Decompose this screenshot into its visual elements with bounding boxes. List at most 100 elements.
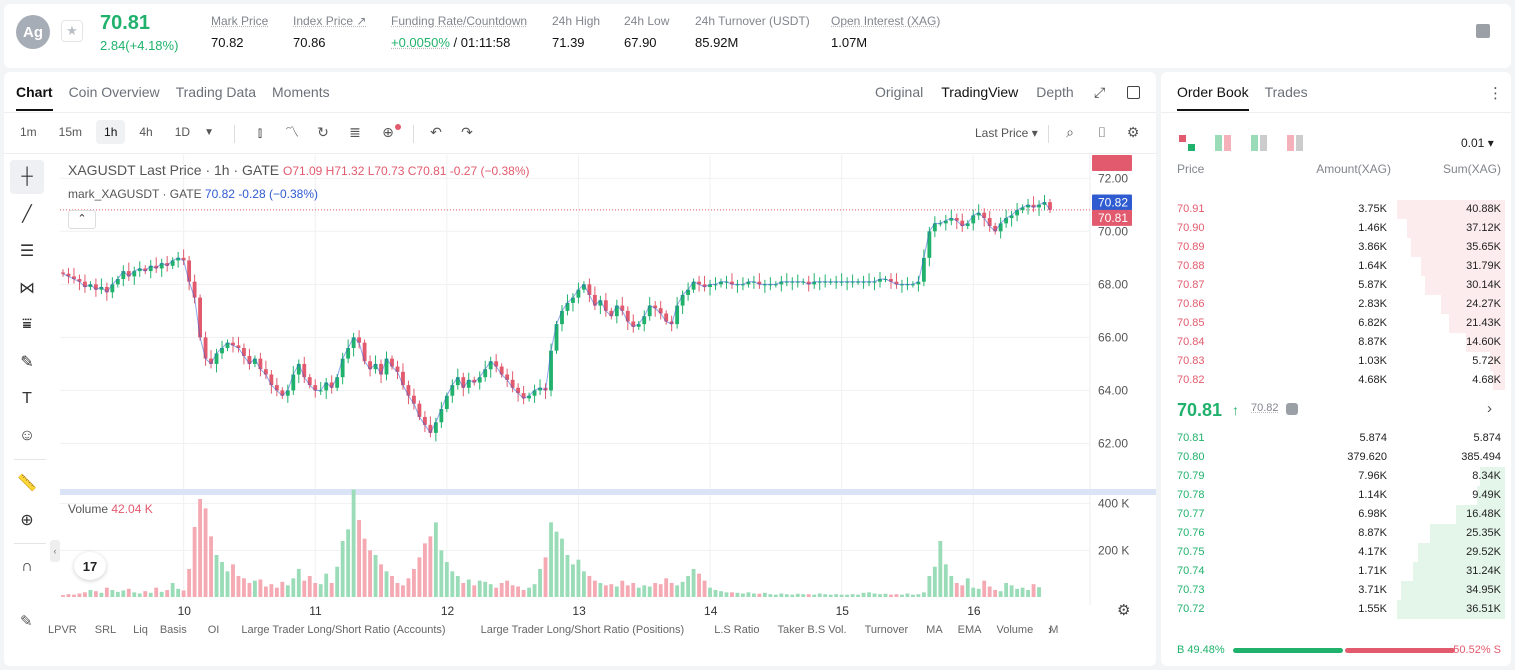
bid-row[interactable]: 70.73 3.71K 34.95K (1177, 581, 1505, 600)
precision-dropdown[interactable]: 0.01 ▾ (1461, 136, 1494, 150)
ask-row[interactable]: 70.85 6.82K 21.43K (1177, 314, 1505, 333)
indicator-item[interactable]: Large Trader Long/Short Ratio (Accounts) (241, 624, 446, 636)
bid-row[interactable]: 70.78 1.14K 9.49K (1177, 486, 1505, 505)
undo-icon[interactable]: ↶ (430, 124, 442, 140)
expand-icon[interactable]: ⤢ (1094, 84, 1106, 100)
magnet-icon[interactable]: ∩ (21, 558, 33, 575)
volume-bar (302, 580, 307, 597)
bid-row[interactable]: 70.81 5.874 5.874 (1177, 429, 1501, 448)
price-chart[interactable]: 72.00 70.00 68.00 66.00 64.00 62.00 400 K 200 … (60, 155, 1156, 625)
indicator-item[interactable]: MA (926, 624, 943, 636)
ask-row[interactable]: 70.87 5.87K 30.14K (1177, 276, 1505, 295)
layout-both-icon[interactable] (1179, 135, 1195, 151)
ask-row[interactable]: 70.84 8.87K 14.60K (1177, 333, 1505, 352)
search-icon[interactable]: ⌕ (1066, 124, 1074, 140)
crosshair-icon[interactable]: ┼ (10, 160, 44, 194)
favorite-star-icon[interactable]: ★ (61, 20, 83, 42)
price-change: 2.84(+4.18%) (100, 38, 179, 53)
collapse-legend-button[interactable]: ⌃ (68, 210, 96, 229)
bid-row[interactable]: 70.80 379.620 385.494 (1177, 448, 1501, 467)
pencil-lock-icon[interactable]: ✎ (20, 613, 33, 630)
interval-1d[interactable]: 1D (174, 125, 191, 139)
interval-4h[interactable]: 4h (139, 125, 153, 139)
ask-row[interactable]: 70.89 3.86K 35.65K (1177, 238, 1505, 257)
indicator-item[interactable]: OI (207, 624, 220, 636)
gear-icon[interactable]: ⚙ (1126, 124, 1140, 140)
ask-row[interactable]: 70.86 2.83K 24.27K (1177, 295, 1505, 314)
ask-row[interactable]: 70.83 1.03K 5.72K (1177, 352, 1505, 371)
bid-row[interactable]: 70.76 8.87K 25.35K (1177, 524, 1505, 543)
layout-bids-icon[interactable] (1251, 135, 1267, 151)
indicator-item[interactable]: SRL (94, 624, 117, 636)
candle-body (209, 358, 213, 364)
indicator-item[interactable]: Basis (159, 624, 187, 636)
layout-asks-icon[interactable] (1287, 135, 1303, 151)
tradingview-logo[interactable]: 17 (74, 552, 106, 580)
indicator-item[interactable]: L.S Ratio (714, 624, 760, 636)
add-indicator-icon[interactable]: ⊕ (382, 124, 394, 140)
candle-body (115, 279, 120, 285)
chevron-right-icon[interactable]: › (1487, 400, 1492, 417)
indicator-item[interactable]: MACD (1049, 624, 1058, 636)
indicator-item[interactable]: Turnover (864, 624, 909, 636)
layout-split-icon[interactable] (1215, 135, 1231, 151)
ask-row[interactable]: 70.90 1.46K 37.12K (1177, 219, 1505, 238)
tab-coin-overview[interactable]: Coin Overview (68, 84, 160, 100)
pattern-icon[interactable]: ⋈ (19, 280, 35, 297)
ask-row[interactable]: 70.91 3.75K 40.88K (1177, 200, 1505, 219)
collapse-toolbar-icon[interactable]: ‹ (50, 540, 60, 562)
price-source-dropdown[interactable]: Last Price ▾ (975, 126, 1038, 140)
interval-1m[interactable]: 1m (20, 125, 37, 139)
tab-trades[interactable]: Trades (1264, 84, 1308, 100)
fib-icon[interactable]: ⩸ (22, 316, 32, 333)
volume-bar (121, 590, 126, 597)
chart-settings-icon[interactable]: ⚙ (1117, 602, 1131, 619)
bid-row[interactable]: 70.79 7.96K 8.34K (1177, 467, 1505, 486)
brush-icon[interactable]: ✎ (20, 354, 34, 371)
indicator-item[interactable]: EMA (957, 624, 982, 636)
ask-row[interactable]: 70.88 1.64K 31.79K (1177, 257, 1505, 276)
replay-icon[interactable]: ↻ (317, 124, 329, 140)
candle-body (126, 271, 131, 277)
redo-icon[interactable]: ↷ (461, 124, 473, 140)
templates-icon[interactable]: ≣ (349, 124, 361, 140)
window-icon[interactable] (1127, 86, 1140, 99)
candle-type-icon[interactable]: ⫾ (257, 124, 263, 140)
bid-amount: 1.71K (1358, 565, 1387, 577)
chevron-right-icon[interactable]: › (1048, 622, 1053, 637)
camera-icon[interactable]: ⌷ (1097, 124, 1107, 140)
indicator-item[interactable]: Large Trader Long/Short Ratio (Positions… (480, 624, 685, 636)
indicator-item[interactable]: Volume (996, 624, 1034, 636)
bid-row[interactable]: 70.75 4.17K 29.52K (1177, 543, 1505, 562)
indicator-item[interactable]: LPVR (48, 624, 77, 636)
candle-body (472, 379, 477, 383)
tab-trading-data[interactable]: Trading Data (175, 84, 257, 100)
ask-row[interactable]: 70.82 4.68K 4.68K (1177, 371, 1505, 390)
bid-row[interactable]: 70.77 6.98K 16.48K (1177, 505, 1505, 524)
indicator-item[interactable]: Taker B.S Vol. (777, 624, 847, 636)
stat-index-price[interactable]: Index Price ↗ 70.86 (293, 14, 366, 50)
interval-15m[interactable]: 15m (58, 125, 83, 139)
zoom-icon[interactable]: ⊕ (20, 512, 34, 529)
view-tradingview[interactable]: TradingView (941, 84, 1019, 100)
indicator-item[interactable]: Liq (133, 624, 148, 636)
tab-order-book[interactable]: Order Book (1177, 84, 1249, 111)
text-icon[interactable]: T (22, 390, 32, 407)
ruler-icon[interactable]: 📏 (17, 475, 37, 492)
interval-1h[interactable]: 1h (96, 120, 126, 144)
horizontal-lines-icon[interactable]: ☰ (19, 243, 35, 260)
tab-chart[interactable]: Chart (16, 84, 53, 111)
bid-row[interactable]: 70.72 1.55K 36.51K (1177, 600, 1505, 619)
bid-sum: 34.95K (1466, 584, 1501, 596)
view-depth[interactable]: Depth (1036, 84, 1074, 100)
tab-moments[interactable]: Moments (272, 84, 330, 100)
volume-bar (291, 578, 296, 597)
emoji-icon[interactable]: ☺ (18, 427, 36, 444)
bid-row[interactable]: 70.74 1.71K 31.24K (1177, 562, 1505, 581)
more-icon[interactable]: ⋮ (1488, 85, 1503, 102)
document-icon[interactable] (1476, 24, 1490, 38)
interval-dropdown-icon[interactable]: ▼ (204, 126, 214, 138)
indicators-icon[interactable]: 〽 (285, 124, 299, 140)
view-original[interactable]: Original (875, 84, 924, 100)
trendline-icon[interactable]: ╱ (22, 206, 32, 223)
